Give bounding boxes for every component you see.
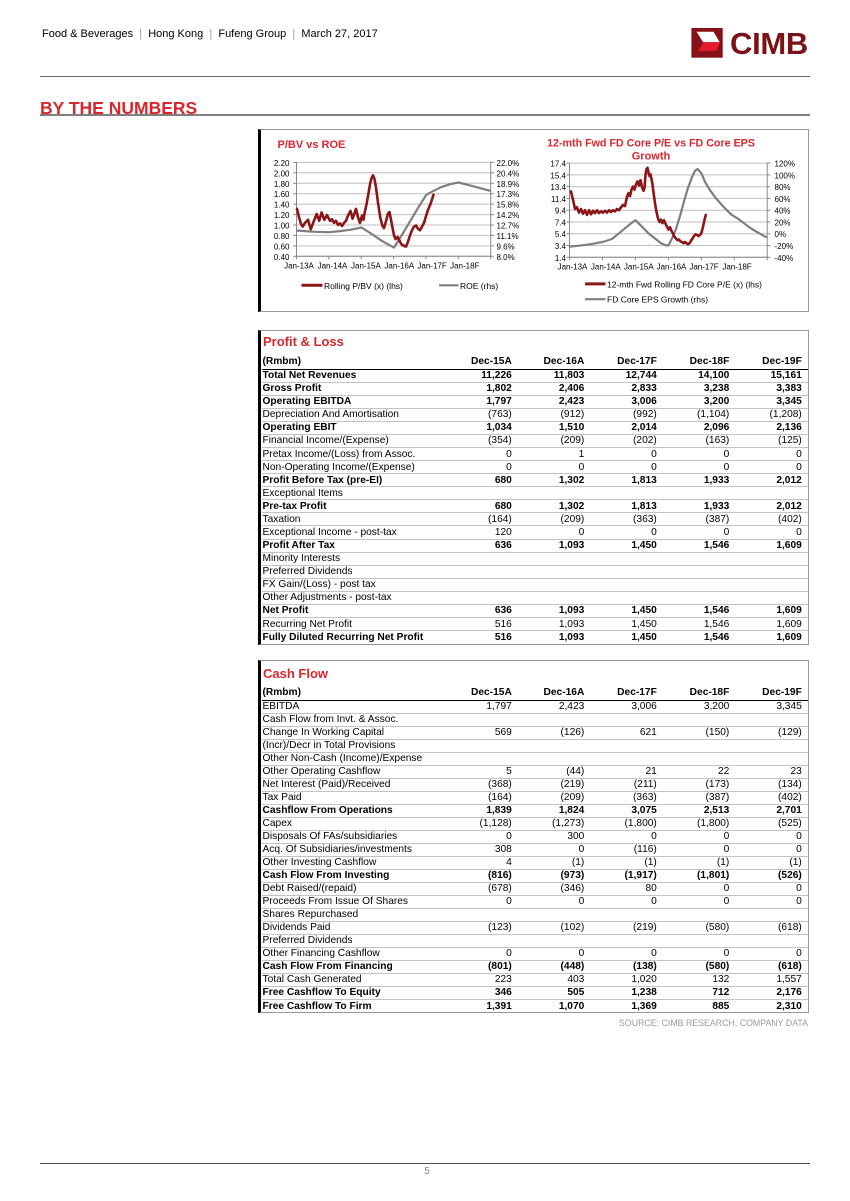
svg-text:Jan-14A: Jan-14A — [591, 263, 621, 272]
svg-text:Jan-17F: Jan-17F — [689, 263, 718, 272]
svg-text:2.00: 2.00 — [274, 169, 290, 178]
svg-text:-40%: -40% — [775, 254, 794, 263]
svg-text:Jan-16A: Jan-16A — [384, 262, 414, 271]
svg-text:0.40: 0.40 — [274, 253, 290, 262]
svg-text:0%: 0% — [775, 230, 787, 239]
svg-text:15.8%: 15.8% — [497, 201, 520, 210]
svg-text:Jan-13A: Jan-13A — [284, 262, 314, 271]
svg-text:FD Core EPS Growth (rhs): FD Core EPS Growth (rhs) — [607, 295, 708, 305]
svg-text:2.20: 2.20 — [274, 159, 290, 168]
svg-text:12-mth Fwd Rolling FD Core P/E: 12-mth Fwd Rolling FD Core P/E (x) (lhs) — [607, 279, 762, 289]
svg-text:Jan-17F: Jan-17F — [417, 262, 446, 271]
svg-text:ROE (rhs): ROE (rhs) — [460, 281, 498, 291]
svg-text:P/BV vs ROE: P/BV vs ROE — [278, 139, 346, 151]
svg-text:Growth: Growth — [632, 150, 671, 162]
svg-text:1.40: 1.40 — [274, 201, 290, 210]
svg-text:-20%: -20% — [775, 242, 794, 251]
svg-text:0.80: 0.80 — [274, 232, 290, 241]
svg-text:18.9%: 18.9% — [497, 180, 520, 189]
svg-text:1.4: 1.4 — [555, 254, 567, 263]
svg-text:9.6%: 9.6% — [497, 242, 515, 251]
svg-text:3.4: 3.4 — [555, 242, 567, 251]
svg-text:22.0%: 22.0% — [497, 159, 520, 168]
svg-text:13.4: 13.4 — [550, 183, 566, 192]
svg-text:20%: 20% — [775, 219, 791, 228]
svg-text:14.2%: 14.2% — [497, 211, 520, 220]
svg-text:60%: 60% — [775, 195, 791, 204]
svg-text:12-mth Fwd FD Core P/E vs FD C: 12-mth Fwd FD Core P/E vs FD Core EPS — [547, 138, 755, 150]
svg-text:17.4: 17.4 — [550, 160, 566, 169]
svg-text:100%: 100% — [775, 171, 795, 180]
svg-text:Jan-14A: Jan-14A — [318, 262, 348, 271]
svg-text:Jan-15A: Jan-15A — [351, 262, 381, 271]
svg-text:5.4: 5.4 — [555, 230, 567, 239]
svg-text:40%: 40% — [775, 207, 791, 216]
svg-text:Jan-18F: Jan-18F — [450, 262, 479, 271]
svg-text:20.4%: 20.4% — [497, 169, 520, 178]
svg-text:11.4: 11.4 — [551, 195, 567, 204]
svg-text:Jan-13A: Jan-13A — [558, 263, 588, 272]
svg-text:15.4: 15.4 — [550, 171, 566, 180]
svg-text:1.80: 1.80 — [274, 180, 290, 189]
svg-text:17.3%: 17.3% — [497, 190, 520, 199]
svg-text:1.00: 1.00 — [274, 222, 290, 231]
svg-text:Jan-18F: Jan-18F — [722, 263, 751, 272]
svg-text:11.1%: 11.1% — [497, 232, 519, 241]
svg-text:12.7%: 12.7% — [497, 222, 520, 231]
svg-text:1.20: 1.20 — [274, 211, 290, 220]
svg-text:Rolling P/BV (x) (lhs): Rolling P/BV (x) (lhs) — [324, 281, 403, 291]
svg-text:80%: 80% — [775, 183, 791, 192]
svg-text:Jan-15A: Jan-15A — [624, 263, 654, 272]
svg-text:1.60: 1.60 — [274, 190, 290, 199]
svg-text:0.60: 0.60 — [274, 242, 290, 251]
svg-text:8.0%: 8.0% — [497, 253, 515, 262]
svg-text:9.4: 9.4 — [555, 207, 567, 216]
svg-text:120%: 120% — [775, 160, 795, 169]
svg-text:7.4: 7.4 — [555, 219, 567, 228]
svg-text:Jan-16A: Jan-16A — [657, 263, 687, 272]
